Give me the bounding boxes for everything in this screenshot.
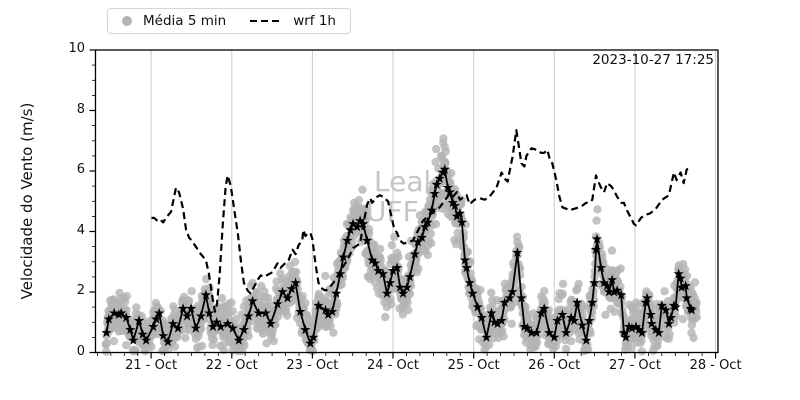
- scatter-dot-icon: [122, 16, 132, 26]
- x-tick-label: 22 - Oct: [205, 358, 258, 373]
- x-tick-label: 26 - Oct: [528, 358, 581, 373]
- watermark-line1: Leak: [374, 165, 440, 198]
- x-tick-label: 28 - Oct: [689, 358, 742, 373]
- legend-item-wrf-1h: wrf 1h: [250, 13, 336, 29]
- x-tick-label: 25 - Oct: [447, 358, 500, 373]
- wrf-1h-dashed-line: [151, 129, 692, 313]
- y-tick-label: 4: [76, 222, 85, 238]
- legend-label-wrf-1h: wrf 1h: [293, 13, 336, 29]
- y-tick-label: 6: [76, 162, 85, 177]
- x-tick-label: 24 - Oct: [367, 358, 420, 373]
- hourly-mean-star-line: [101, 164, 697, 348]
- x-tick-label: 27 - Oct: [608, 358, 661, 373]
- y-tick-label: 2: [76, 283, 85, 298]
- y-tick-label: 0: [76, 343, 85, 359]
- dashed-line-icon: [250, 19, 283, 23]
- legend-item-media-5min: Média 5 min: [122, 13, 226, 29]
- x-tick-label: 21 - Oct: [125, 358, 178, 373]
- y-tick-label: 10: [68, 41, 85, 56]
- y-tick-labels: 0 2 4 6 8 10: [0, 0, 90, 400]
- legend: Média 5 min wrf 1h: [107, 8, 351, 34]
- legend-label-media-5min: Média 5 min: [143, 13, 227, 29]
- x-tick-label: 23 - Oct: [286, 358, 339, 373]
- y-tick-label: 8: [76, 101, 85, 117]
- timestamp-annotation: 2023-10-27 17:25: [592, 52, 714, 68]
- x-tick-labels: 21 - Oct 22 - Oct 23 - Oct 24 - Oct 25 - Oct…: [0, 358, 800, 378]
- axes-spines-and-ticks: [89, 49, 719, 359]
